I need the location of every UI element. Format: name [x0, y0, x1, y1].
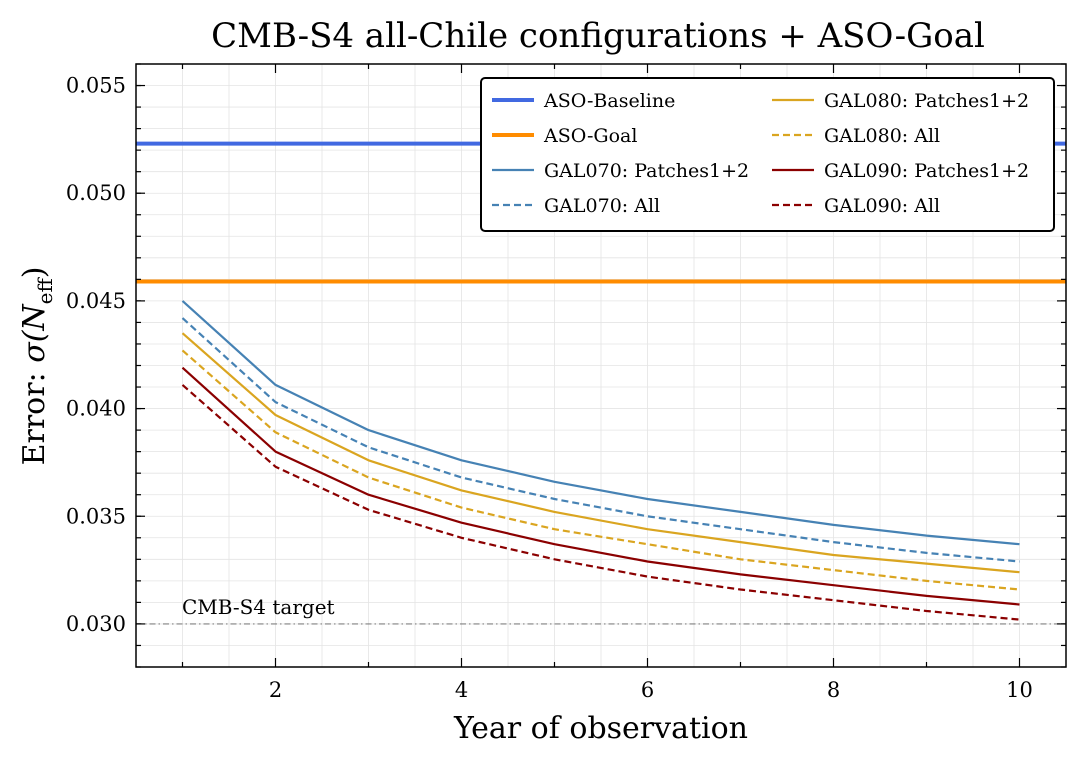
axis-ticks	[136, 63, 1066, 668]
y-tick-label: 0.045	[66, 289, 126, 313]
y-tick-labels: 0.030 0.035 0.040 0.045 0.050 0.055	[66, 74, 126, 636]
target-label: CMB-S4 target	[182, 595, 335, 619]
legend-label: GAL070: All	[544, 195, 660, 217]
x-tick-labels: 2 4 6 8 10	[269, 678, 1033, 702]
legend-label: GAL080: Patches1+2	[824, 90, 1029, 112]
y-tick-label: 0.050	[66, 181, 126, 205]
chart-title: CMB-S4 all-Chile configurations + ASO-Go…	[211, 16, 985, 56]
y-tick-label: 0.055	[66, 74, 126, 98]
legend-label: GAL090: Patches1+2	[824, 160, 1029, 182]
x-tick-label: 8	[827, 678, 840, 702]
series-line-gal080-all	[181, 349, 1020, 591]
legend-label: GAL090: All	[824, 195, 940, 217]
series-line-gal070-all	[181, 317, 1020, 563]
series-line-gal090-patches1-2	[181, 366, 1020, 606]
y-tick-label: 0.035	[66, 504, 126, 528]
x-axis-label: Year of observation	[453, 711, 748, 746]
x-tick-label: 10	[1006, 678, 1033, 702]
legend-label: GAL070: Patches1+2	[544, 160, 749, 182]
x-tick-label: 4	[455, 678, 468, 702]
y-axis-label-close: )	[17, 267, 52, 279]
legend-label: ASO-Baseline	[543, 90, 675, 112]
series-lines	[181, 300, 1020, 621]
y-tick-label: 0.030	[66, 612, 126, 636]
y-tick-label: 0.040	[66, 397, 126, 421]
y-axis-label: Error: σ(Neff)	[17, 267, 57, 466]
legend-label: GAL080: All	[824, 125, 940, 147]
legend-label: ASO-Goal	[543, 125, 637, 147]
series-line-gal090-all	[181, 384, 1020, 621]
series-line-gal080-patches1-2	[181, 332, 1020, 574]
x-tick-label: 6	[641, 678, 654, 702]
y-axis-label-math: σ(N	[17, 303, 52, 363]
x-tick-label: 2	[269, 678, 282, 702]
legend-box	[480, 77, 1055, 232]
legend: ASO-Baseline ASO-Goal GAL070: Patches1+2 GA…	[480, 77, 1055, 232]
series-line-gal070-patches1-2	[181, 300, 1020, 546]
y-axis-label-prefix: Error:	[17, 363, 52, 466]
y-axis-label-sub: eff	[33, 277, 57, 305]
